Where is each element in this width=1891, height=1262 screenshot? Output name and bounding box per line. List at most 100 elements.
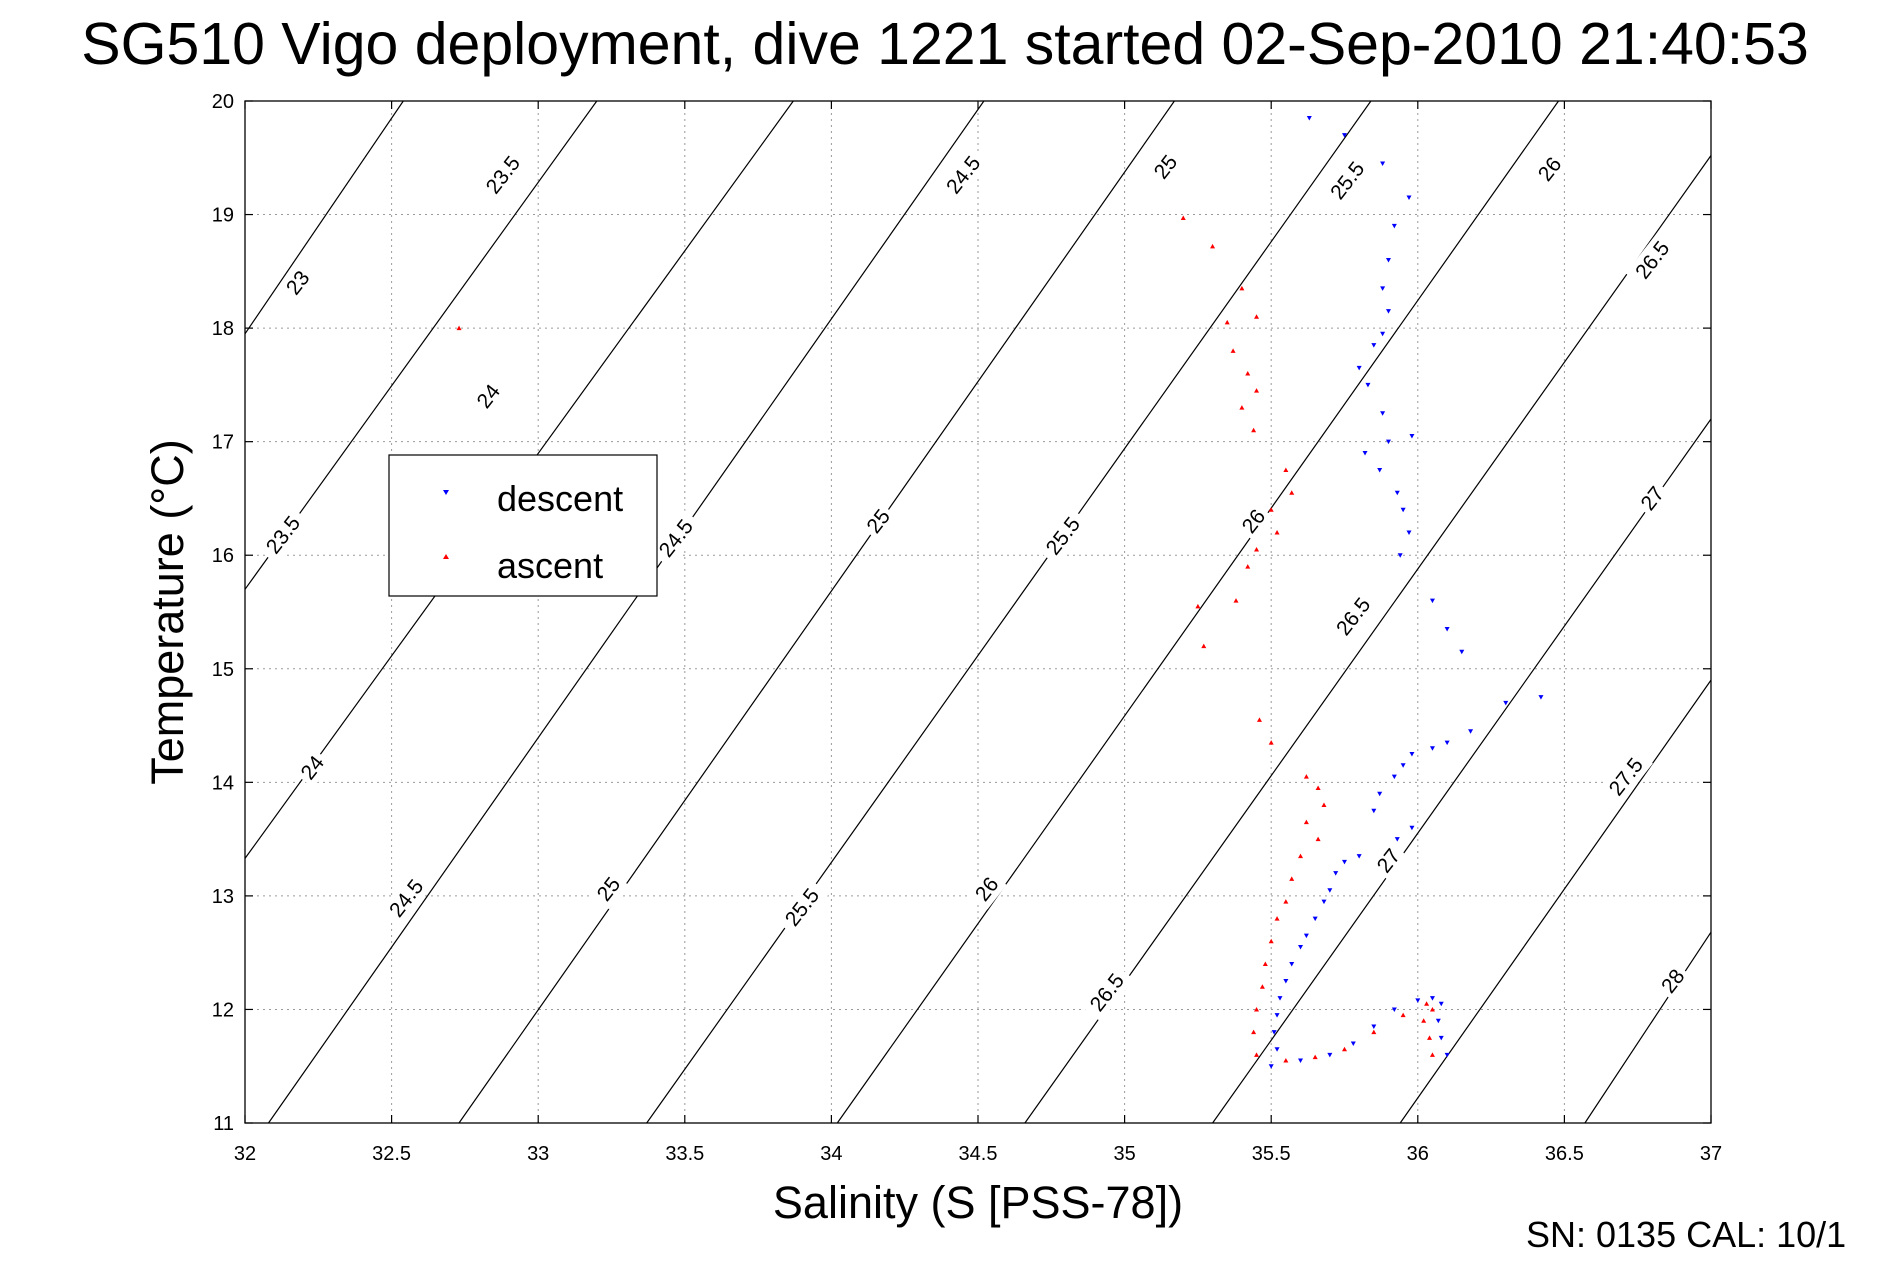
descent-point	[1342, 859, 1347, 865]
contour-label: 25	[593, 873, 626, 906]
contour-label: 26	[1534, 153, 1567, 186]
contour-label-group: 24.5	[379, 868, 434, 928]
contour-label-background	[1145, 146, 1186, 188]
density-contour-24.5	[268, 100, 985, 1124]
descent-point	[1271, 1030, 1277, 1035]
contour-label-background	[476, 145, 530, 205]
ascent-point	[1400, 1012, 1406, 1018]
legend-descent-label: descent	[497, 478, 623, 519]
descent-point	[1321, 899, 1327, 905]
ascent-point	[1245, 371, 1251, 376]
descent-point	[1356, 854, 1362, 859]
density-contour-23	[244, 100, 404, 335]
descent-point	[1438, 1001, 1444, 1007]
contour-label-group: 27	[1368, 840, 1409, 881]
descent-point	[1377, 468, 1383, 473]
contour-label: 24	[473, 380, 506, 413]
ascent-point	[1251, 1029, 1257, 1035]
descent-point	[1380, 331, 1386, 337]
descent-point	[1385, 439, 1391, 445]
ascent-point	[1424, 1001, 1430, 1006]
contour-label-group: 25	[858, 500, 899, 542]
contour-label-group: 26	[1233, 500, 1274, 542]
contour-label-background	[1599, 747, 1653, 806]
descent-point	[1306, 116, 1312, 121]
descent-point	[1380, 161, 1386, 166]
y-tick-label: 20	[212, 91, 234, 113]
descent-point	[1538, 695, 1544, 700]
ascent-point	[1429, 1006, 1435, 1012]
ascent-point	[1254, 1052, 1260, 1057]
descent-point	[1377, 791, 1383, 797]
ascent-point	[1210, 243, 1216, 249]
ascent-point	[1315, 785, 1321, 791]
contour-label: 24	[297, 751, 330, 784]
descent-point	[1444, 627, 1450, 632]
ascent-point	[1180, 215, 1186, 220]
ascent-point	[1268, 507, 1274, 512]
y-tick-label: 19	[212, 205, 234, 227]
contour-label-group: 26	[967, 868, 1007, 910]
descent-point	[1391, 223, 1397, 229]
contour-label-background	[278, 262, 318, 303]
y-tick-label: 14	[212, 772, 234, 794]
ascent-point	[1371, 1029, 1377, 1035]
descent-point	[1333, 871, 1339, 876]
contour-label-background	[936, 145, 991, 205]
ascent-point	[1283, 899, 1289, 904]
descent-point	[1429, 996, 1435, 1001]
y-ticks: 11 12 13 14 15 16 17 18 19 20	[212, 91, 1711, 1135]
descent-point	[1362, 451, 1368, 456]
density-contour-26	[836, 100, 1559, 1124]
descent-point	[1391, 774, 1397, 780]
footer-serial-calibration: SN: 0135 CAL: 10/1	[1526, 1214, 1846, 1255]
descent-point	[1468, 729, 1474, 734]
contour-label-group: 25.5	[1036, 506, 1090, 566]
descent-point	[1298, 944, 1304, 950]
x-tick-label: 36	[1407, 1143, 1429, 1165]
y-tick-label: 12	[212, 999, 234, 1021]
ascent-point	[1262, 961, 1268, 967]
y-tick-label: 16	[212, 545, 234, 567]
contour-label-background	[256, 505, 310, 565]
y-tick-label: 17	[212, 432, 234, 454]
contour-label-background	[588, 868, 629, 910]
contour-label-background	[1036, 506, 1090, 566]
ascent-point	[1321, 802, 1327, 808]
contour-label-background	[292, 747, 333, 788]
contour-label-group: 24	[292, 747, 333, 788]
contour-label: 25	[1150, 151, 1183, 184]
y-tick-label: 13	[212, 886, 234, 908]
ascent-point	[1254, 388, 1260, 393]
density-contour-23.5	[244, 100, 598, 590]
ascent-point	[1283, 1058, 1289, 1063]
x-tick-label: 32.5	[372, 1143, 411, 1165]
ascent-point	[1251, 427, 1257, 433]
y-axis-label: Temperature (°C)	[142, 439, 193, 785]
ascent-point	[1224, 319, 1230, 325]
x-axis-label: Salinity (S [PSS-78])	[773, 1177, 1183, 1228]
ascent-point	[1239, 285, 1245, 291]
density-contours	[244, 100, 1712, 1124]
descent-point	[1409, 751, 1415, 757]
ascent-point	[1342, 1046, 1347, 1052]
contour-label-background	[1326, 587, 1381, 646]
x-tick-label: 35	[1113, 1143, 1135, 1165]
descent-point	[1312, 916, 1318, 922]
contour-label-background	[1653, 960, 1693, 1002]
chart-title: SG510 Vigo deployment, dive 1221 started…	[81, 11, 1809, 77]
contour-label-background	[468, 375, 509, 417]
descent-point	[1268, 1064, 1274, 1069]
contour-label-group: 23.5	[476, 145, 530, 205]
descent-point	[1394, 490, 1400, 496]
contour-label-group: 26.5	[1080, 963, 1134, 1022]
contour-label-group: 28	[1653, 960, 1693, 1002]
descent-point	[1459, 649, 1465, 655]
descent-point	[1415, 998, 1421, 1003]
descent-point	[1303, 933, 1309, 939]
contour-label: 26	[1238, 505, 1271, 538]
x-tick-label: 34.5	[959, 1143, 998, 1165]
descent-point	[1444, 740, 1450, 746]
contour-label-group: 27.5	[1599, 747, 1653, 806]
ascent-point	[1429, 1052, 1435, 1057]
